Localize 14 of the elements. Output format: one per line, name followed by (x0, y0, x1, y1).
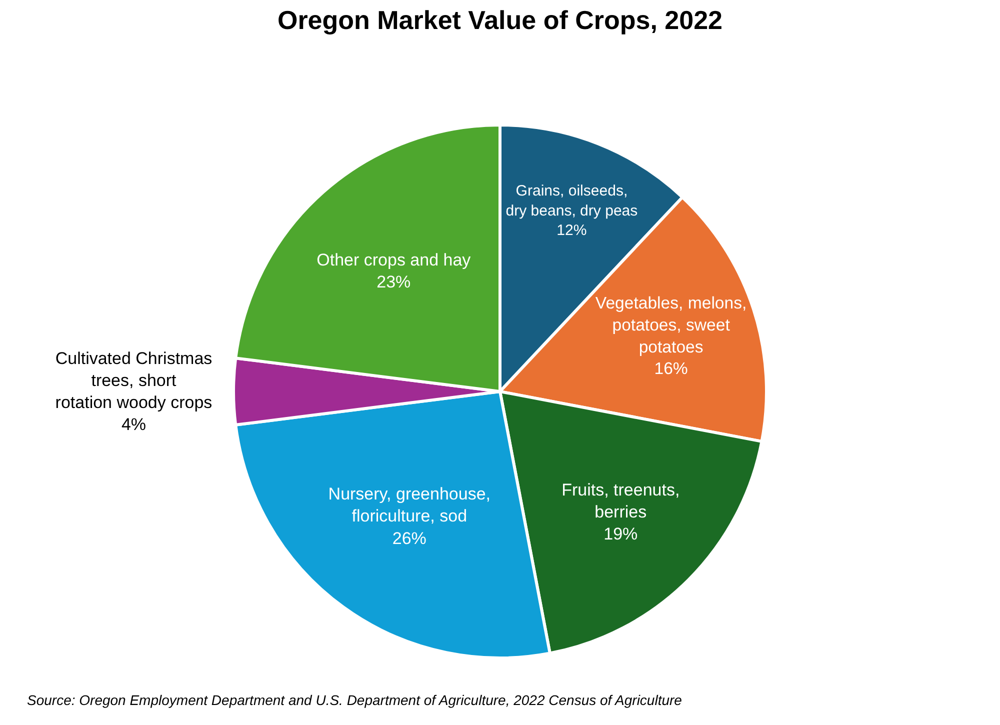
slice-label: Grains, oilseeds, dry beans, dry peas (506, 182, 638, 220)
data-label: 26% (392, 528, 426, 548)
slice-label: Vegetables, melons, potatoes, sweet potatoes (595, 294, 747, 356)
data-label: 23% (376, 272, 411, 292)
data-label: 12% (556, 222, 587, 239)
chart-title: Oregon Market Value of Crops, 2022 (277, 5, 723, 36)
source-note: Source: Oregon Employment Department and U.S. Department of Agriculture, 2022 Census of Agriculture (27, 692, 682, 708)
slice-label: Cultivated Christmas trees, short rotation woody crops (55, 348, 212, 412)
slice-label: Other crops and hay (316, 250, 472, 270)
data-label: 4% (121, 415, 146, 434)
slice-label: Fruits, treenuts, berries (562, 480, 680, 522)
data-label: 16% (654, 359, 688, 378)
data-label: 19% (604, 524, 638, 544)
slice-label: Nursery, greenhouse, floriculture, sod (328, 484, 491, 526)
